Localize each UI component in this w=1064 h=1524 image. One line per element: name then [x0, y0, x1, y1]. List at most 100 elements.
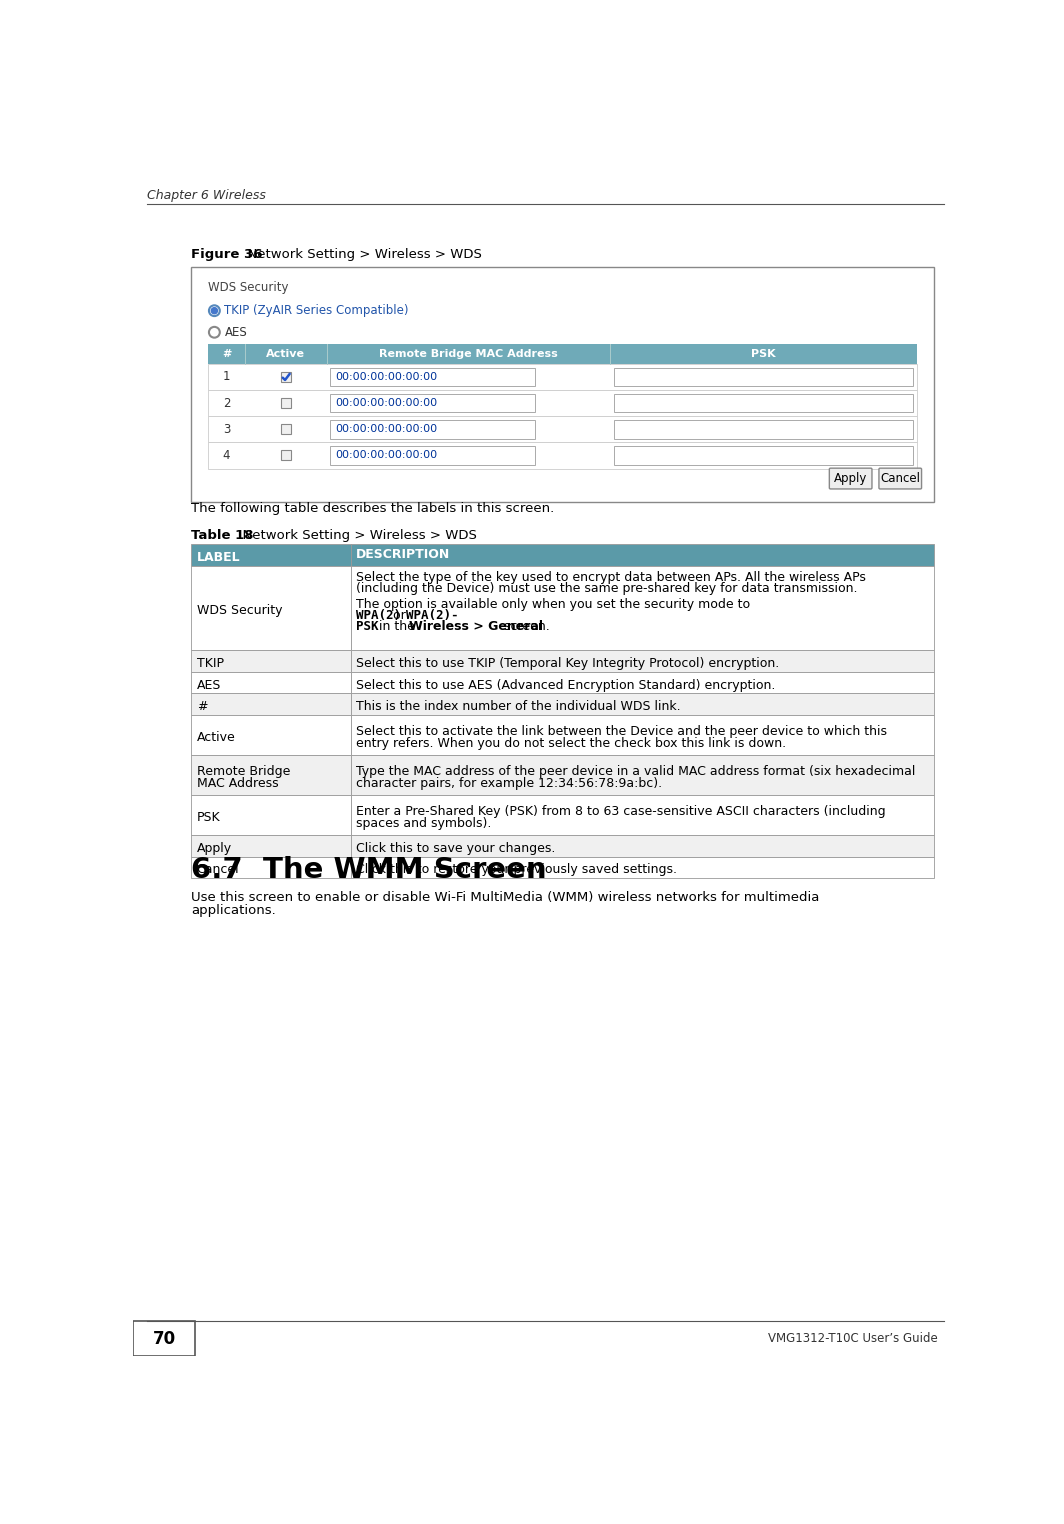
Text: (including the Device) must use the same pre-shared key for data transmission.: (including the Device) must use the same…	[356, 582, 858, 596]
Bar	[614, 393, 913, 413]
Circle shape	[209, 305, 220, 315]
Circle shape	[212, 308, 217, 314]
Bar	[331, 421, 535, 439]
Text: LABEL: LABEL	[197, 550, 240, 564]
Text: DESCRIPTION: DESCRIPTION	[356, 549, 450, 561]
Text: 3: 3	[223, 422, 230, 436]
Bar	[192, 856, 351, 878]
Bar	[331, 393, 535, 413]
Text: Cancel: Cancel	[197, 864, 239, 876]
Bar	[281, 424, 290, 434]
Bar	[209, 416, 917, 442]
Text: Chapter 6 Wireless: Chapter 6 Wireless	[147, 189, 266, 203]
Text: WDS Security: WDS Security	[209, 280, 288, 294]
Text: PSK: PSK	[751, 349, 776, 358]
Text: Active: Active	[197, 732, 235, 744]
Bar	[192, 754, 351, 796]
Bar	[192, 693, 351, 715]
Bar	[133, 1321, 195, 1356]
Text: Select the type of the key used to encrypt data between APs. All the wireless AP: Select the type of the key used to encry…	[356, 572, 866, 584]
Bar	[281, 372, 290, 383]
Text: or: or	[389, 610, 410, 622]
Text: Network Setting > Wireless > WDS: Network Setting > Wireless > WDS	[234, 529, 477, 541]
Text: The following table describes the labels in this screen.: The following table describes the labels…	[192, 501, 554, 515]
Bar	[192, 651, 351, 672]
Text: TKIP: TKIP	[197, 657, 223, 671]
Circle shape	[209, 326, 220, 338]
Bar	[351, 715, 934, 754]
Text: Use this screen to enable or disable Wi-Fi MultiMedia (WMM) wireless networks fo: Use this screen to enable or disable Wi-…	[192, 890, 819, 904]
Bar	[192, 672, 351, 693]
Text: AES: AES	[197, 678, 221, 692]
Text: Figure 36: Figure 36	[192, 247, 263, 261]
Bar	[192, 544, 351, 565]
Text: WDS Security: WDS Security	[197, 604, 282, 617]
Text: 2: 2	[222, 396, 231, 410]
Bar	[331, 367, 535, 386]
Text: PSK: PSK	[356, 620, 379, 632]
Text: 00:00:00:00:00:00: 00:00:00:00:00:00	[335, 451, 437, 460]
Bar	[351, 693, 934, 715]
Text: Table 18: Table 18	[192, 529, 253, 541]
Bar	[192, 835, 351, 856]
Bar	[351, 835, 934, 856]
Text: TKIP (ZyAIR Series Compatible): TKIP (ZyAIR Series Compatible)	[225, 305, 409, 317]
Bar	[209, 344, 917, 364]
Text: Wireless > General: Wireless > General	[409, 620, 543, 632]
Bar	[192, 796, 351, 835]
Text: screen.: screen.	[500, 620, 550, 632]
Bar	[351, 544, 934, 565]
Bar	[351, 565, 934, 651]
Text: MAC Address: MAC Address	[197, 777, 278, 789]
Bar	[351, 672, 934, 693]
Text: Remote Bridge MAC Address: Remote Bridge MAC Address	[379, 349, 558, 358]
Text: Click this to save your changes.: Click this to save your changes.	[356, 841, 555, 855]
Text: 00:00:00:00:00:00: 00:00:00:00:00:00	[335, 398, 437, 408]
Text: WPA(2): WPA(2)	[356, 610, 401, 622]
FancyBboxPatch shape	[879, 468, 921, 489]
Text: 00:00:00:00:00:00: 00:00:00:00:00:00	[335, 372, 437, 383]
Text: applications.: applications.	[192, 904, 276, 916]
Text: Remote Bridge: Remote Bridge	[197, 765, 289, 779]
Bar	[209, 390, 917, 416]
Text: WPA(2)-: WPA(2)-	[406, 610, 459, 622]
Text: Click this to restore your previously saved settings.: Click this to restore your previously sa…	[356, 864, 678, 876]
Text: 00:00:00:00:00:00: 00:00:00:00:00:00	[335, 424, 437, 434]
Text: Enter a Pre-Shared Key (PSK) from 8 to 63 case-sensitive ASCII characters (inclu: Enter a Pre-Shared Key (PSK) from 8 to 6…	[356, 805, 886, 818]
Bar	[281, 451, 290, 460]
Text: Active: Active	[266, 349, 305, 358]
Bar	[351, 796, 934, 835]
FancyBboxPatch shape	[829, 468, 872, 489]
Text: 4: 4	[222, 450, 231, 462]
Text: character pairs, for example 12:34:56:78:9a:bc).: character pairs, for example 12:34:56:78…	[356, 777, 663, 789]
Bar	[192, 715, 351, 754]
Text: VMG1312-T10C User’s Guide: VMG1312-T10C User’s Guide	[768, 1332, 938, 1346]
Text: 6.7  The WMM Screen: 6.7 The WMM Screen	[192, 856, 547, 884]
Text: Select this to use AES (Advanced Encryption Standard) encryption.: Select this to use AES (Advanced Encrypt…	[356, 678, 776, 692]
Bar	[192, 267, 934, 501]
Bar	[614, 447, 913, 465]
Text: Network Setting > Wireless > WDS: Network Setting > Wireless > WDS	[239, 247, 482, 261]
Text: AES: AES	[225, 326, 247, 338]
Text: entry refers. When you do not select the check box this link is down.: entry refers. When you do not select the…	[356, 736, 786, 750]
Bar	[351, 651, 934, 672]
Bar	[351, 856, 934, 878]
Text: Type the MAC address of the peer device in a valid MAC address format (six hexad: Type the MAC address of the peer device …	[356, 765, 916, 779]
Bar	[209, 364, 917, 390]
Text: #: #	[222, 349, 231, 358]
Bar	[192, 565, 351, 651]
Text: PSK: PSK	[197, 811, 220, 824]
Text: The option is available only when you set the security mode to: The option is available only when you se…	[356, 597, 754, 611]
Text: Apply: Apply	[197, 841, 232, 855]
Text: spaces and symbols).: spaces and symbols).	[356, 817, 492, 829]
Bar	[614, 367, 913, 386]
Text: Apply: Apply	[834, 472, 867, 485]
Text: 1: 1	[222, 370, 231, 384]
Text: Select this to use TKIP (Temporal Key Integrity Protocol) encryption.: Select this to use TKIP (Temporal Key In…	[356, 657, 780, 671]
Text: 70: 70	[152, 1329, 176, 1347]
Text: in the: in the	[375, 620, 419, 632]
Bar	[209, 442, 917, 468]
Bar	[281, 398, 290, 408]
Text: Select this to activate the link between the Device and the peer device to which: Select this to activate the link between…	[356, 725, 887, 738]
Text: This is the index number of the individual WDS link.: This is the index number of the individu…	[356, 700, 681, 713]
